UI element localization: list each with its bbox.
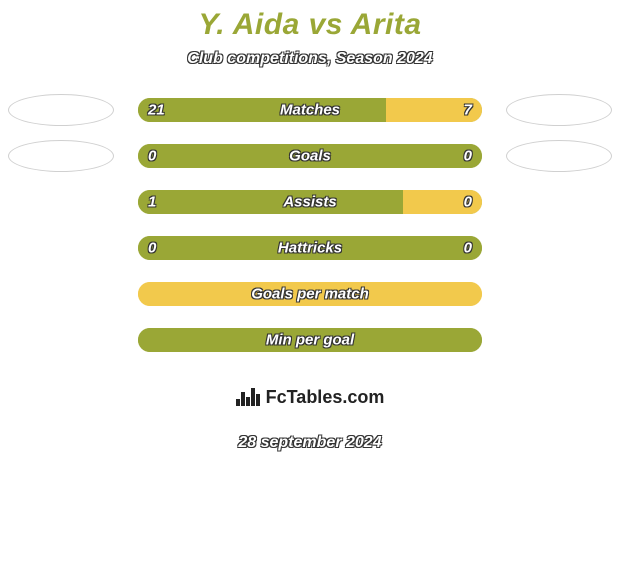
stat-value-left: 0 [148, 240, 156, 257]
page-subtitle: Club competitions, Season 2024 [0, 50, 620, 68]
stat-value-left: 21 [148, 102, 165, 119]
stat-bar: 0 0 Hattricks [138, 236, 482, 260]
stat-value-left: 0 [148, 148, 156, 165]
stat-row: 1 0 Assists [0, 190, 620, 214]
stat-row: Goals per match [0, 282, 620, 306]
stats-area: 21 7 Matches 0 0 Goals 1 0 Assists 0 0 Hattricks Goa… [0, 98, 620, 352]
stat-value-left: 1 [148, 194, 156, 211]
stat-bar: 0 0 Goals [138, 144, 482, 168]
stat-label: Assists [283, 194, 336, 211]
stat-bar: 1 0 Assists [138, 190, 482, 214]
page-title: Y. Aida vs Arita [0, 8, 620, 42]
stat-value-right: 0 [464, 148, 472, 165]
stat-label: Min per goal [266, 332, 354, 349]
stat-bar: Goals per match [138, 282, 482, 306]
stat-label: Goals per match [251, 286, 369, 303]
date-label: 28 september 2024 [0, 434, 620, 452]
player-avatar-left [8, 94, 114, 126]
stat-row: 0 0 Goals [0, 144, 620, 168]
stat-value-right: 0 [464, 194, 472, 211]
stat-row: 0 0 Hattricks [0, 236, 620, 260]
stat-value-right: 7 [464, 102, 472, 119]
stat-label: Hattricks [278, 240, 342, 257]
player-avatar-right [506, 94, 612, 126]
comparison-container: Y. Aida vs Arita Club competitions, Seas… [0, 0, 620, 580]
footer-logo[interactable]: FcTables.com [210, 374, 410, 420]
stat-row: Min per goal [0, 328, 620, 352]
stat-value-right: 0 [464, 240, 472, 257]
logo-text: FcTables.com [266, 387, 385, 408]
stat-label: Matches [280, 102, 340, 119]
stat-bar: 21 7 Matches [138, 98, 482, 122]
logo-bars-icon [236, 388, 260, 406]
stat-row: 21 7 Matches [0, 98, 620, 122]
player-avatar-right [506, 140, 612, 172]
stat-label: Goals [289, 148, 331, 165]
stat-bar: Min per goal [138, 328, 482, 352]
player-avatar-left [8, 140, 114, 172]
